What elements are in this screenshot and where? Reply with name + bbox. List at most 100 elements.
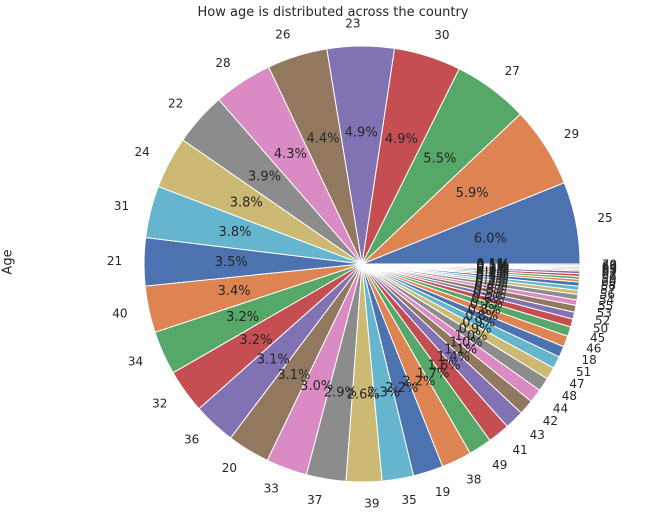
slice-label-23: 23 [345,17,360,31]
slice-label-63: 63 [602,262,617,276]
slice-percent-20: 3.1% [277,368,310,383]
slice-label-41: 41 [513,443,528,457]
slice-percent-37: 2.9% [324,386,357,401]
slice-percent-25: 6.0% [474,232,507,247]
slice-percent-45: 0.7% [470,297,503,312]
slice-label-59: 59 [601,272,616,286]
slice-label-70: 70 [602,257,617,271]
slice-percent-55: 0.4% [474,280,507,295]
slice-percent-66: 0.1% [476,258,509,273]
slice-label-57: 57 [600,283,615,297]
slice-percent-31: 3.8% [219,225,252,240]
slice-label-38: 38 [466,473,481,487]
slice-percent-18: 0.8% [465,309,498,324]
slice-label-34: 34 [128,354,143,368]
slice-percent-30: 4.9% [385,132,418,147]
slice-label-61: 61 [602,266,617,280]
slice-label-20: 20 [222,461,237,475]
slice-percent-32: 3.2% [239,333,272,348]
slice-label-58: 58 [601,279,616,293]
slice-label-22: 22 [168,97,183,111]
slice-percent-38: 2.2% [402,374,435,389]
slice-label-35: 35 [402,493,417,507]
pie-wedges [143,45,581,483]
slice-label-48: 48 [562,389,577,403]
slice-label-46: 46 [586,342,601,356]
slice-percent-46: 0.8% [468,303,501,318]
slice-label-55: 55 [598,299,613,313]
slice-label-56: 56 [600,288,615,302]
slice-label-39: 39 [364,496,379,510]
slice-label-24: 24 [134,145,149,159]
slice-percent-33: 3.0% [300,379,333,394]
slice-label-42: 42 [543,414,558,428]
slice-percent-26: 4.4% [306,132,339,147]
slice-percent-27: 5.5% [423,151,456,166]
slice-label-33: 33 [264,481,279,495]
slice-percent-57: 0.3% [475,271,508,286]
slice-label-51: 51 [576,365,591,379]
slice-percent-59: 0.2% [476,265,509,280]
chart-title: How age is distributed across the countr… [197,5,469,20]
slice-percent-23: 4.9% [345,126,378,141]
slice-percent-61: 0.2% [476,261,509,276]
slice-label-30: 30 [434,28,449,42]
slice-percent-53: 0.5% [473,283,506,298]
slice-percent-56: 0.3% [475,274,508,289]
slice-percent-58: 0.3% [476,269,509,284]
slice-label-21: 21 [107,254,122,268]
slice-percent-22: 3.9% [248,169,281,184]
slice-label-44: 44 [553,402,568,416]
slice-percent-29: 5.9% [456,186,489,201]
slice-percent-51: 0.9% [462,316,495,331]
slice-percent-19: 2.2% [385,381,418,396]
pie-slice-70 [361,263,581,266]
slice-percent-35: 2.3% [367,386,400,401]
slice-percent-52: 0.5% [473,287,506,302]
slice-label-36: 36 [184,433,199,447]
slice-percent-24: 3.8% [230,196,263,211]
slice-percent-47: 0.9% [459,322,492,337]
slice-percent-34: 3.2% [226,310,259,325]
slice-label-32: 32 [152,397,167,411]
slice-label-66: 66 [602,259,617,273]
slice-percent-41: 1.6% [428,358,461,373]
slice-label-45: 45 [590,331,605,345]
slice-label-53: 53 [597,306,612,320]
slice-percent-60: 0.2% [476,266,509,281]
slice-label-19: 19 [435,485,450,499]
slice-percent-42: 1.1% [444,342,477,357]
slice-percent-70: 0.1% [476,257,509,272]
category-labels: 25 29 27 30 23 26 28 22 24 31 21 40 34 32 36 20 33 37 39 35… [107,17,617,511]
slice-label-25: 25 [597,211,612,225]
slice-label-65: 65 [602,263,617,277]
slice-label-64: 64 [602,260,617,274]
slice-label-54: 54 [599,293,614,307]
slice-label-49: 49 [492,458,507,472]
slice-percent-54: 0.4% [475,276,508,291]
slice-percent-28: 4.3% [274,147,307,162]
slice-label-27: 27 [505,64,520,78]
slice-label-43: 43 [530,428,545,442]
slice-label-18: 18 [582,353,597,367]
slice-percent-40: 3.4% [218,284,251,299]
slice-percent-36: 3.1% [257,353,290,368]
slice-label-31: 31 [114,199,129,213]
slice-percent-65: 0.1% [476,260,509,275]
slice-percent-49: 1.7% [416,366,449,381]
slice-label-40: 40 [112,307,127,321]
slice-percent-62: 0.2% [476,263,509,278]
slice-label-37: 37 [307,493,322,507]
slice-label-50: 50 [593,321,608,335]
slice-label-62: 62 [601,269,616,283]
slice-percent-39: 2.6% [347,387,380,402]
slice-percent-44: 1.0% [450,336,483,351]
slice-percent-64: 0.1% [476,259,509,274]
slice-percent-43: 1.4% [437,350,470,365]
slice-percent-63: 0.1% [476,259,509,274]
slice-label-26: 26 [275,28,290,42]
slice-label-60: 60 [601,275,616,289]
slice-label-47: 47 [569,377,584,391]
slice-percent-50: 0.6% [471,292,504,307]
